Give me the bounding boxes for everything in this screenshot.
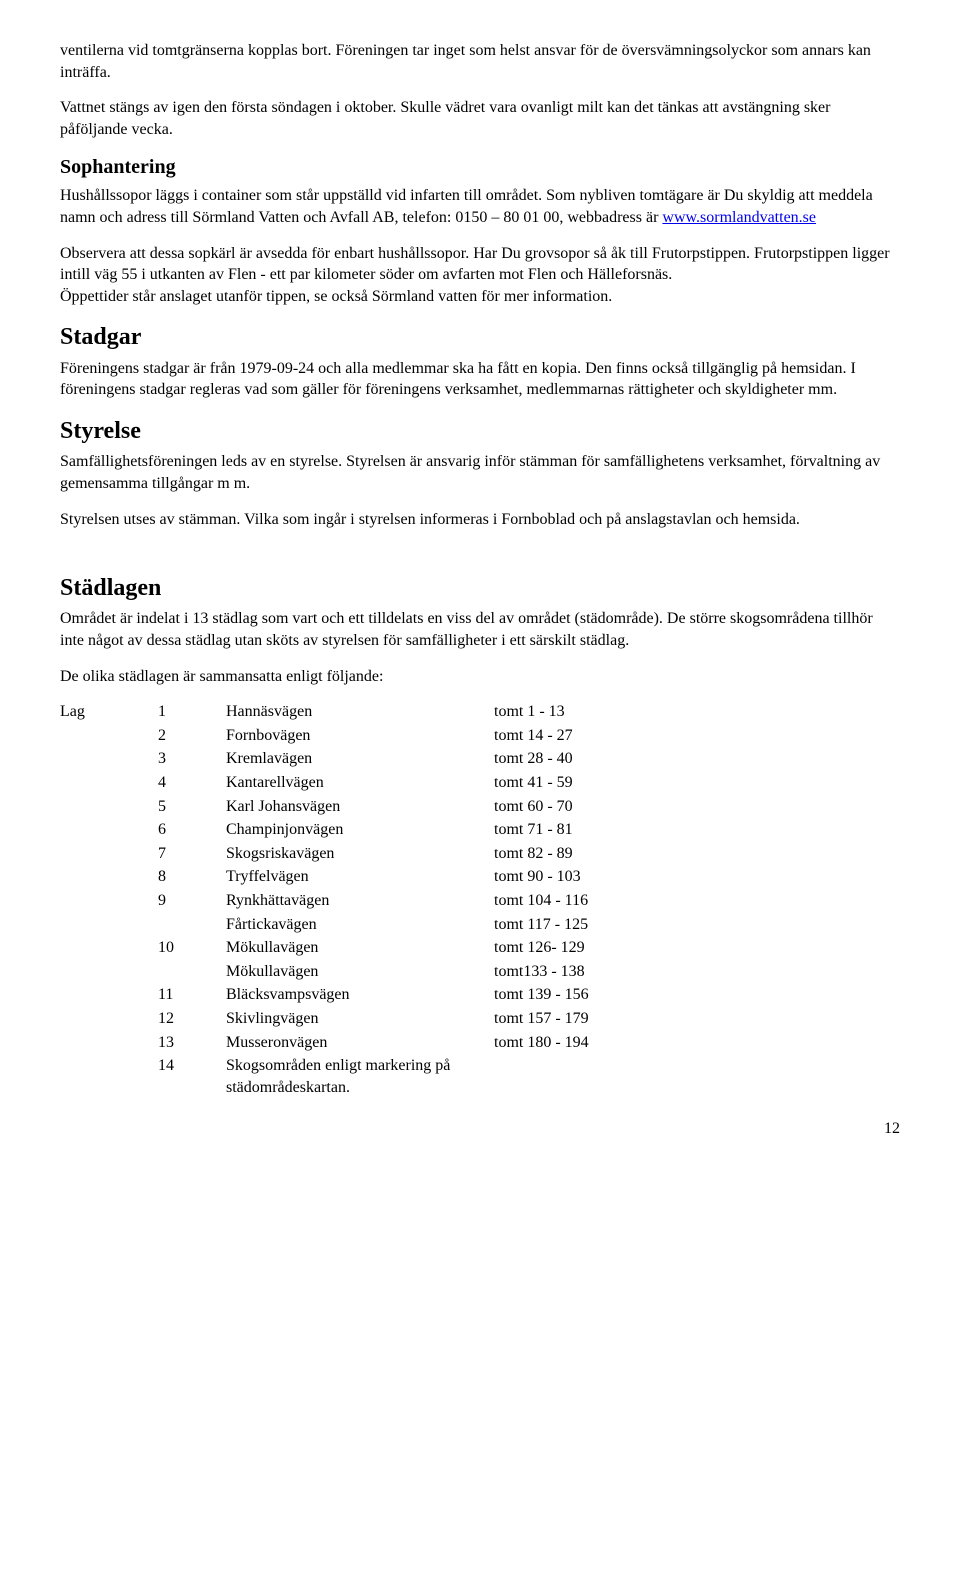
road-name-cell: Fornbovägen — [226, 725, 494, 749]
lag-number-cell: 13 — [138, 1032, 226, 1056]
lag-number-cell: 2 — [138, 725, 226, 749]
stadlag-table: Lag1Hannäsvägentomt 1 - 132Fornbovägento… — [60, 701, 597, 1100]
table-row: 8Tryffelvägentomt 90 - 103 — [60, 866, 597, 890]
tomt-range-cell: tomt 41 - 59 — [494, 772, 597, 796]
lag-label-cell — [60, 984, 138, 1008]
sophantering-paragraph-3: Öppettider står anslaget utanför tippen,… — [60, 286, 900, 308]
lag-number-cell — [138, 914, 226, 938]
tomt-range-cell: tomt 104 - 116 — [494, 890, 597, 914]
tomt-range-cell — [494, 1055, 597, 1100]
road-name-cell: Mökullavägen — [226, 937, 494, 961]
table-row: 9Rynkhättavägentomt 104 - 116 — [60, 890, 597, 914]
road-name-cell: Kremlavägen — [226, 748, 494, 772]
lag-label-cell — [60, 725, 138, 749]
road-name-cell: Skogsområden enligt markering på städomr… — [226, 1055, 494, 1100]
table-row: Mökullavägen tomt133 - 138 — [60, 961, 597, 985]
road-name-cell: Mökullavägen — [226, 961, 494, 985]
table-row: 3Kremlavägentomt 28 - 40 — [60, 748, 597, 772]
lag-label-cell — [60, 796, 138, 820]
lag-label-cell — [60, 748, 138, 772]
lag-number-cell: 14 — [138, 1055, 226, 1100]
lag-label-cell — [60, 890, 138, 914]
stadlagen-paragraph-2: De olika städlagen är sammansatta enligt… — [60, 666, 900, 688]
road-name-cell: Kantarellvägen — [226, 772, 494, 796]
tomt-range-cell: tomt 28 - 40 — [494, 748, 597, 772]
road-name-cell: Karl Johansvägen — [226, 796, 494, 820]
lag-number-cell — [138, 961, 226, 985]
road-name-cell: Tryffelvägen — [226, 866, 494, 890]
tomt-range-cell: tomt 157 - 179 — [494, 1008, 597, 1032]
stadgar-heading: Stadgar — [60, 321, 900, 353]
table-row: 14Skogsområden enligt markering på städo… — [60, 1055, 597, 1100]
table-row: 4Kantarellvägentomt 41 - 59 — [60, 772, 597, 796]
sophantering-heading: Sophantering — [60, 154, 900, 181]
road-name-cell: Fårtickavägen — [226, 914, 494, 938]
lag-label-cell: Lag — [60, 701, 138, 725]
lag-label-cell — [60, 1008, 138, 1032]
tomt-range-cell: tomt133 - 138 — [494, 961, 597, 985]
tomt-range-cell: tomt 82 - 89 — [494, 843, 597, 867]
road-name-cell: Rynkhättavägen — [226, 890, 494, 914]
lag-number-cell: 1 — [138, 701, 226, 725]
road-name-cell: Skivlingvägen — [226, 1008, 494, 1032]
lag-label-cell — [60, 914, 138, 938]
table-row: Fårtickavägentomt 117 - 125 — [60, 914, 597, 938]
road-name-cell: Hannäsvägen — [226, 701, 494, 725]
sormlandvatten-link[interactable]: www.sormlandvatten.se — [662, 209, 816, 226]
tomt-range-cell: tomt 1 - 13 — [494, 701, 597, 725]
lag-label-cell — [60, 843, 138, 867]
tomt-range-cell: tomt 126- 129 — [494, 937, 597, 961]
lag-label-cell — [60, 819, 138, 843]
table-row: 13Musseronvägentomt 180 - 194 — [60, 1032, 597, 1056]
road-name-cell: Bläcksvampsvägen — [226, 984, 494, 1008]
lag-label-cell — [60, 1032, 138, 1056]
tomt-range-cell: tomt 71 - 81 — [494, 819, 597, 843]
tomt-range-cell: tomt 180 - 194 — [494, 1032, 597, 1056]
styrelse-heading: Styrelse — [60, 415, 900, 447]
lag-label-cell — [60, 961, 138, 985]
lag-label-cell — [60, 866, 138, 890]
table-row: Lag1Hannäsvägentomt 1 - 13 — [60, 701, 597, 725]
stadgar-paragraph: Föreningens stadgar är från 1979-09-24 o… — [60, 358, 900, 401]
intro-paragraph-2: Vattnet stängs av igen den första söndag… — [60, 97, 900, 140]
lag-number-cell: 8 — [138, 866, 226, 890]
lag-label-cell — [60, 1055, 138, 1100]
sophantering-paragraph-1: Hushållssopor läggs i container som står… — [60, 185, 900, 228]
tomt-range-cell: tomt 60 - 70 — [494, 796, 597, 820]
styrelse-paragraph-1: Samfällighetsföreningen leds av en styre… — [60, 451, 900, 494]
table-row: 7Skogsriskavägentomt 82 - 89 — [60, 843, 597, 867]
lag-label-cell — [60, 937, 138, 961]
lag-number-cell: 9 — [138, 890, 226, 914]
lag-number-cell: 10 — [138, 937, 226, 961]
tomt-range-cell: tomt 117 - 125 — [494, 914, 597, 938]
stadlagen-heading: Städlagen — [60, 572, 900, 604]
page-number: 12 — [60, 1118, 900, 1140]
table-row: 11Bläcksvampsvägentomt 139 - 156 — [60, 984, 597, 1008]
lag-number-cell: 7 — [138, 843, 226, 867]
table-row: 6Champinjonvägentomt 71 - 81 — [60, 819, 597, 843]
lag-number-cell: 6 — [138, 819, 226, 843]
lag-number-cell: 4 — [138, 772, 226, 796]
table-row: 5Karl Johansvägentomt 60 - 70 — [60, 796, 597, 820]
lag-label-cell — [60, 772, 138, 796]
tomt-range-cell: tomt 90 - 103 — [494, 866, 597, 890]
styrelse-paragraph-2: Styrelsen utses av stämman. Vilka som in… — [60, 509, 900, 531]
table-row: 12Skivlingvägentomt 157 - 179 — [60, 1008, 597, 1032]
table-row: 2Fornbovägentomt 14 - 27 — [60, 725, 597, 749]
table-row: 10Mökullavägentomt 126- 129 — [60, 937, 597, 961]
sophantering-paragraph-2: Observera att dessa sopkärl är avsedda f… — [60, 243, 900, 286]
intro-paragraph-1: ventilerna vid tomtgränserna kopplas bor… — [60, 40, 900, 83]
lag-number-cell: 12 — [138, 1008, 226, 1032]
road-name-cell: Skogsriskavägen — [226, 843, 494, 867]
lag-number-cell: 5 — [138, 796, 226, 820]
road-name-cell: Musseronvägen — [226, 1032, 494, 1056]
stadlagen-paragraph-1: Området är indelat i 13 städlag som vart… — [60, 608, 900, 651]
lag-number-cell: 3 — [138, 748, 226, 772]
tomt-range-cell: tomt 14 - 27 — [494, 725, 597, 749]
tomt-range-cell: tomt 139 - 156 — [494, 984, 597, 1008]
lag-number-cell: 11 — [138, 984, 226, 1008]
road-name-cell: Champinjonvägen — [226, 819, 494, 843]
